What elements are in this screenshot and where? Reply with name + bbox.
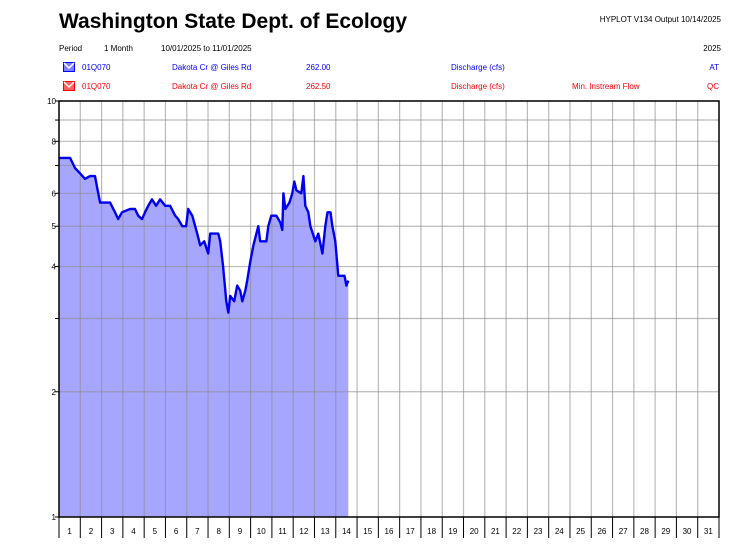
x-tick-label: 24 <box>555 527 564 536</box>
period-label: Period <box>59 44 83 53</box>
x-tick-label: 11 <box>278 527 287 536</box>
red-m-icon <box>63 81 75 91</box>
x-tick-label: 12 <box>299 527 308 536</box>
legend-param: Discharge (cfs) <box>451 82 505 91</box>
legend-station: 01Q070 <box>82 82 111 91</box>
x-tick-label: 1 <box>67 527 72 536</box>
legend-flag: QC <box>707 82 719 91</box>
legend-extra: Min. Instream Flow <box>572 82 640 91</box>
x-tick-label: 7 <box>195 527 200 536</box>
legend-code: 262.00 <box>306 63 331 72</box>
legend-site: Dakota Cr @ Giles Rd <box>172 82 252 91</box>
x-tick-label: 18 <box>427 527 436 536</box>
x-tick-label: 26 <box>597 527 606 536</box>
x-tick-label: 6 <box>174 527 179 536</box>
x-tick-label: 15 <box>363 527 372 536</box>
year: 2025 <box>703 44 721 53</box>
plot-border <box>58 100 720 518</box>
x-tick-label: 16 <box>385 527 394 536</box>
legend-station: 01Q070 <box>82 63 111 72</box>
x-tick-label: 25 <box>576 527 585 536</box>
x-tick-label: 10 <box>257 527 266 536</box>
x-tick-label: 23 <box>534 527 543 536</box>
legend-flag: AT <box>709 63 719 72</box>
x-tick-label: 31 <box>704 527 713 536</box>
discharge-area <box>59 157 349 517</box>
x-tick-label: 30 <box>683 527 692 536</box>
x-tick-label: 27 <box>619 527 628 536</box>
x-tick-label: 3 <box>110 527 115 536</box>
period-value: 1 Month <box>104 44 133 53</box>
page-title: Washington State Dept. of Ecology <box>59 10 408 33</box>
x-tick-label: 4 <box>131 527 136 536</box>
x-tick-label: 28 <box>640 527 649 536</box>
x-tick-label: 20 <box>470 527 479 536</box>
x-tick-label: 9 <box>238 527 243 536</box>
y-tick-label: 2 <box>52 388 57 397</box>
y-tick-label: 1 <box>52 513 57 522</box>
blue-m-icon <box>63 62 75 72</box>
x-tick-label: 17 <box>406 527 415 536</box>
x-tick-label: 19 <box>448 527 457 536</box>
x-tick-label: 8 <box>216 527 221 536</box>
x-tick-label: 13 <box>321 527 330 536</box>
x-tick-label: 21 <box>491 527 500 536</box>
x-tick-label: 22 <box>512 527 521 536</box>
date-range: 10/01/2025 to 11/01/2025 <box>161 44 252 53</box>
y-tick-label: 8 <box>52 137 57 146</box>
x-tick-label: 2 <box>89 527 94 536</box>
y-tick-label: 4 <box>52 263 57 272</box>
legend-site: Dakota Cr @ Giles Rd <box>172 63 252 72</box>
y-tick-label: 6 <box>52 189 57 198</box>
legend-param: Discharge (cfs) <box>451 63 505 72</box>
x-tick-label: 14 <box>342 527 351 536</box>
y-tick-label: 10 <box>47 97 56 106</box>
program-version: HYPLOT V134 Output 10/14/2025 <box>599 15 721 24</box>
y-tick-label: 5 <box>52 222 57 231</box>
legend-code: 262.50 <box>306 82 331 91</box>
x-tick-label: 5 <box>153 527 158 536</box>
x-tick-label: 29 <box>661 527 670 536</box>
discharge-line <box>59 156 350 314</box>
